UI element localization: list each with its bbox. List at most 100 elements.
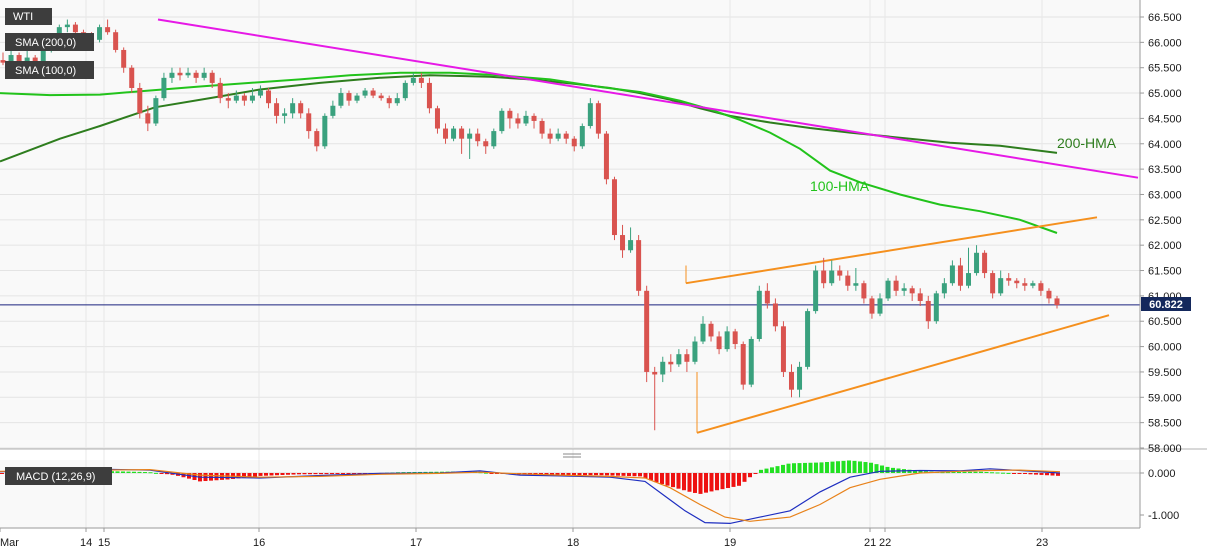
macd-histogram-bar [550, 473, 554, 476]
candle-body [443, 128, 449, 139]
macd-histogram-bar [825, 462, 829, 473]
candle-body [941, 283, 947, 294]
candle-body [8, 55, 14, 63]
candle-body [153, 98, 159, 124]
candle-body [249, 95, 255, 101]
candle-body [587, 103, 593, 127]
candle-body [16, 55, 22, 66]
macd-histogram-bar [720, 473, 725, 490]
macd-histogram-bar [863, 462, 868, 473]
macd-histogram-bar [357, 473, 362, 474]
candle-body [531, 115, 537, 121]
candle-body [266, 90, 272, 104]
candle-body [668, 361, 674, 365]
candle-body [386, 98, 392, 104]
candle-body [72, 24, 78, 33]
macd-histogram-bar [913, 470, 917, 473]
x-tick-label: 15 [98, 537, 110, 549]
candle-body [274, 103, 280, 116]
candle-body [571, 138, 577, 147]
candle-body [676, 354, 682, 365]
macd-label: MACD (12,26,9) [16, 471, 95, 483]
candle-body [201, 72, 207, 78]
macd-histogram-bar [764, 468, 769, 473]
macd-histogram-bar [885, 466, 890, 473]
candle-body [1006, 278, 1012, 281]
macd-axis-labels: 0.000 -1.000 [1140, 468, 1179, 522]
macd-histogram-bar [775, 466, 780, 473]
candle-body [459, 128, 465, 139]
grid [0, 0, 1140, 528]
candle-body [982, 252, 988, 274]
macd-badge [5, 467, 112, 485]
macd-histogram-bar [165, 473, 169, 475]
candle-body [434, 108, 440, 129]
macd-histogram-bar [0, 473, 4, 474]
candle-body [467, 133, 473, 139]
macd-tick-label: 0.000 [1148, 468, 1176, 480]
candle-body [129, 67, 135, 88]
macd-histogram-bar [830, 461, 835, 473]
candle-body [1030, 283, 1036, 286]
candle-body [861, 283, 867, 299]
y-tick-label: 65.000 [1148, 88, 1182, 100]
candle-body [611, 179, 617, 236]
macd-histogram-bar [561, 473, 565, 476]
panel-resize-handle[interactable] [563, 453, 581, 458]
candle-body [1046, 290, 1052, 299]
y-tick-label: 58.500 [1148, 418, 1182, 430]
macd-histogram-bar [891, 467, 895, 473]
macd-histogram-bar [643, 473, 648, 479]
macd-histogram-bar [1050, 473, 1055, 476]
macd-histogram-bar [253, 473, 257, 477]
macd-histogram-bar [1023, 473, 1027, 474]
macd-histogram-bar [319, 473, 323, 475]
candle-body [652, 371, 658, 375]
macd-histogram-bar [121, 471, 125, 473]
macd-histogram-bar [1045, 473, 1049, 476]
candle-body [378, 95, 384, 99]
macd-histogram-bar [258, 473, 263, 476]
candle-body [539, 120, 545, 134]
candle-body [925, 300, 931, 322]
candle-body [853, 283, 859, 286]
candle-body [603, 133, 609, 180]
candle-body [217, 82, 223, 99]
macd-histogram-bar [792, 463, 796, 473]
macd-histogram-bar [649, 473, 653, 481]
macd-histogram-bar [242, 473, 246, 478]
y-tick-label: 60.500 [1148, 316, 1182, 328]
hma200-annotation: 200-HMA [1057, 135, 1117, 151]
macd-histogram-bar [753, 473, 758, 474]
candle-body [845, 275, 851, 286]
macd-histogram-bar [1001, 472, 1005, 474]
price-legend: WTI SMA (200,0) SMA (100,0) [5, 8, 94, 79]
candle-body [105, 27, 111, 33]
candle-body [716, 336, 722, 350]
candle-body [1014, 280, 1020, 284]
macd-histogram-bar [852, 460, 857, 473]
last-price-tag: 60.822 [1141, 297, 1191, 311]
resistance-trendline [157, 18, 1139, 179]
candle-body [772, 303, 778, 327]
candle-body [700, 323, 706, 342]
macd-histogram-bar [742, 473, 747, 482]
macd-histogram-bar [159, 473, 164, 474]
candle-body [402, 82, 408, 99]
macd-histogram-bar [313, 473, 318, 475]
macd-histogram-bar [330, 473, 334, 475]
price-overlays [0, 18, 1140, 434]
channel-upper-line [685, 216, 1098, 285]
candle-body [306, 113, 312, 132]
x-tick-label: 14 [80, 537, 92, 549]
candle-body [563, 133, 569, 139]
y-tick-label: 58.000 [1148, 443, 1182, 455]
candle-body [708, 323, 714, 337]
macd-histogram-bar [984, 472, 989, 474]
macd-histogram-bar [236, 473, 241, 479]
candle-body [410, 77, 416, 83]
candle-body [644, 290, 650, 372]
candle-body [137, 87, 143, 114]
candle-body [257, 90, 263, 96]
macd-histogram-bar [247, 473, 252, 478]
